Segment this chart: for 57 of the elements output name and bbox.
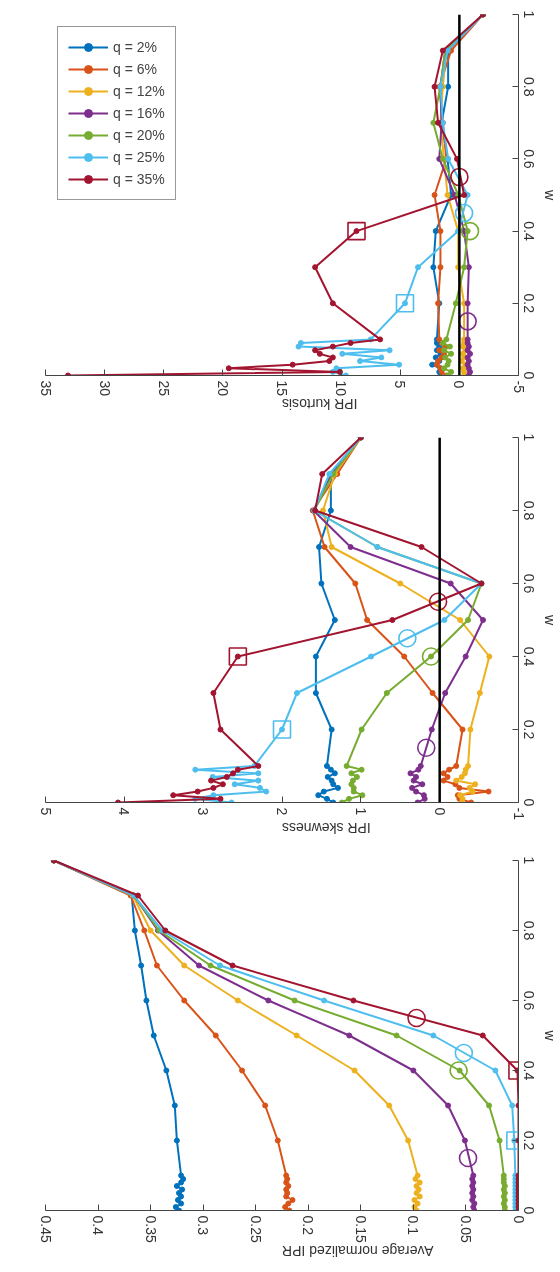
y-tick-label: 0.4 — [520, 646, 537, 667]
legend-label: q = 16% — [113, 105, 165, 121]
y-tick-label: 0.4 — [520, 221, 537, 242]
x-tick-label: 35 — [37, 380, 54, 397]
x-tick-label: 0.15 — [352, 1215, 369, 1243]
x-tick-label: 0.35 — [142, 1215, 159, 1243]
x-tick-label: 30 — [96, 380, 113, 397]
x-tick-label: 5 — [392, 380, 409, 389]
y-tick-label: 0.2 — [520, 1130, 537, 1151]
x-tick-label: 0 — [431, 807, 448, 816]
legend-label: q = 25% — [113, 149, 165, 165]
legend-label: q = 12% — [113, 83, 165, 99]
y-tick-label: 0.6 — [520, 149, 537, 169]
x-tick-label: 0.4 — [90, 1215, 107, 1236]
x-tick-label: 10 — [333, 380, 350, 397]
x-tick-label: 0.3 — [195, 1215, 212, 1236]
y-tick-label: 1 — [520, 856, 537, 865]
x-tick-label: 5 — [37, 807, 54, 816]
x-tick-label: 4 — [116, 807, 133, 816]
y-tick-label: 0.4 — [520, 1060, 537, 1081]
y-axis-title: w — [541, 188, 558, 201]
x-axis-title: IPR skewness — [281, 819, 371, 836]
x-tick-label: 1 — [352, 807, 369, 816]
legend-label: q = 6% — [113, 61, 157, 77]
y-tick-label: 0.8 — [520, 500, 537, 521]
x-axis-title: IPR kurtosis — [281, 396, 358, 413]
x-tick-label: 0.25 — [247, 1215, 264, 1243]
x-tick-label: 0.1 — [405, 1215, 422, 1236]
x-tick-label: 0 — [510, 1215, 527, 1224]
legend-label: q = 20% — [113, 127, 165, 143]
y-tick-label: 0.8 — [520, 76, 537, 97]
x-tick-label: -5 — [510, 380, 527, 394]
x-tick-label: 25 — [155, 380, 172, 397]
y-tick-label: 0.2 — [520, 293, 537, 314]
x-tick-label: 0.45 — [37, 1215, 54, 1243]
x-axis-title: Average normalized IPR — [282, 1242, 434, 1259]
y-tick-label: 0 — [520, 798, 537, 807]
y-tick-label: 1 — [520, 10, 537, 19]
y-tick-label: 0.2 — [520, 719, 537, 740]
y-tick-label: 0.8 — [520, 920, 537, 941]
y-tick-label: 0 — [520, 1206, 537, 1215]
legend-label: q = 35% — [113, 171, 165, 187]
y-tick-label: 0.6 — [520, 573, 537, 594]
y-axis-title: w — [541, 613, 558, 626]
x-tick-label: -1 — [510, 807, 527, 821]
y-tick-label: 0.6 — [520, 990, 537, 1011]
y-axis-title: w — [541, 1029, 558, 1042]
y-tick-label: 1 — [520, 433, 537, 442]
x-tick-label: 0.05 — [457, 1215, 474, 1243]
x-tick-label: 3 — [195, 807, 212, 816]
y-tick-label: 0 — [520, 371, 537, 380]
x-tick-label: 15 — [274, 380, 290, 397]
x-tick-label: 0.2 — [300, 1215, 317, 1236]
x-tick-label: 20 — [214, 380, 231, 397]
x-tick-label: 2 — [274, 807, 290, 816]
legend-label: q = 2% — [113, 39, 157, 55]
x-tick-label: 0 — [451, 380, 468, 389]
